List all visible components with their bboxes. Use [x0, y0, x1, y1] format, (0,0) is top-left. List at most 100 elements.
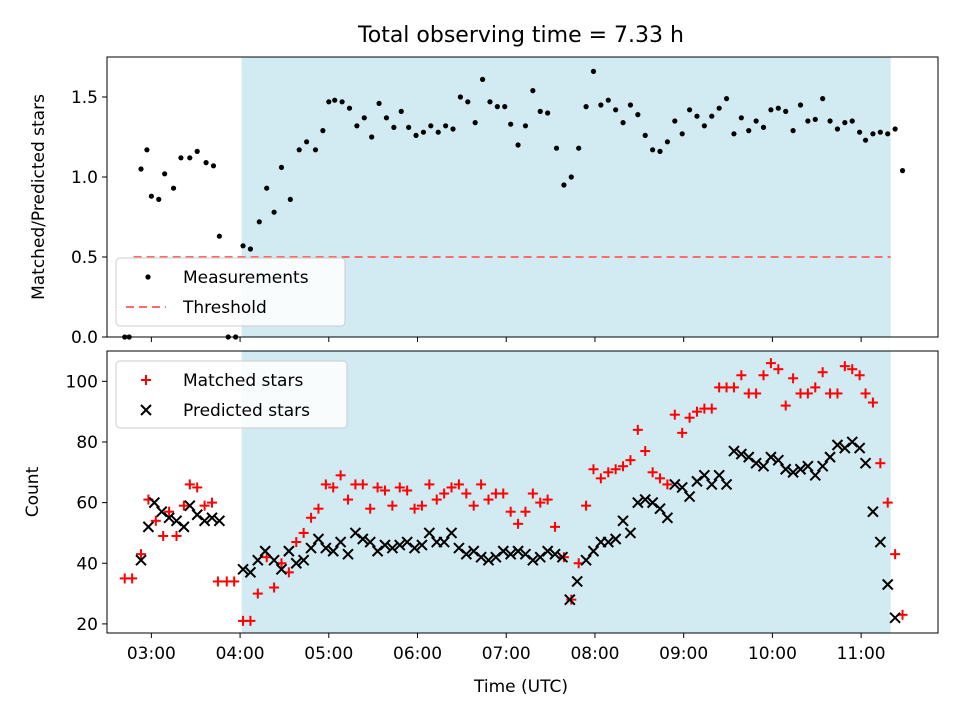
top-y-axis-label: Matched/Predicted stars	[29, 94, 49, 300]
matched-star-point	[291, 537, 302, 548]
matched-star-point	[498, 488, 509, 499]
measurement-point	[240, 243, 246, 249]
measurement-point	[768, 107, 774, 113]
matched-star-point	[542, 494, 553, 505]
legend-box	[115, 360, 348, 429]
matched-star-point	[379, 485, 390, 496]
matched-star-point	[453, 479, 464, 490]
predicted-x-b	[735, 448, 748, 460]
matched-star-point	[212, 576, 223, 587]
predicted-star-point	[669, 478, 681, 491]
matched-star-point	[178, 500, 189, 511]
measurement-point	[805, 118, 811, 124]
predicted-x-b	[564, 593, 576, 606]
matched-star-point	[625, 455, 636, 466]
bottom-marks	[119, 358, 908, 626]
matched-star-point	[810, 382, 821, 393]
matched-star-point	[365, 503, 376, 514]
top-y-tick-label: 0.0	[71, 328, 98, 348]
matched-star-point	[269, 582, 280, 593]
legend-matched-label: Matched stars	[183, 371, 303, 391]
predicted-star-point	[735, 448, 748, 460]
predicted-x-b	[750, 457, 762, 469]
measurement-point	[620, 120, 626, 126]
predicted-star-point	[802, 460, 814, 472]
bottom-y-tick-label: 20	[76, 615, 98, 635]
matched-star-point	[320, 479, 331, 490]
predicted-star-point	[757, 460, 770, 472]
predicted-star-point	[639, 493, 651, 506]
matched-star-point	[595, 473, 606, 484]
predicted-x-b	[831, 439, 844, 451]
measurement-point	[545, 110, 551, 116]
x-tick-label: 07:00	[482, 644, 531, 664]
measurement-point	[723, 96, 730, 102]
matched-star-point	[867, 397, 878, 408]
matched-star-point	[736, 370, 747, 381]
predicted-x-b	[632, 496, 644, 509]
predicted-star-point	[527, 554, 539, 566]
bottom-axes: 03:00 04:00 05:00 06:00 07:00 08:00 09:00 10:00…	[66, 372, 886, 664]
matched-star-point	[655, 473, 666, 484]
predicted-x-b	[846, 436, 858, 448]
measurement-point	[701, 123, 707, 129]
predicted-x-b	[475, 551, 487, 563]
predicted-star-point	[617, 515, 629, 527]
predicted-star-point	[357, 533, 369, 545]
predicted-star-point	[327, 545, 339, 557]
predicted-x-b	[713, 469, 725, 482]
matched-star-point	[335, 470, 346, 481]
matched-star-point	[765, 358, 776, 369]
predicted-x-b	[191, 509, 203, 521]
matched-star-point	[328, 482, 339, 493]
measurement-point	[487, 99, 493, 105]
predicted-x-b	[639, 493, 651, 506]
predicted-x-b	[706, 478, 718, 491]
measurement-point	[583, 104, 589, 110]
x-axis-label: Time (UTC)	[473, 677, 568, 697]
predicted-x-b	[268, 554, 280, 566]
predicted-star-point	[237, 563, 249, 576]
matched-star-point	[171, 530, 182, 541]
predicted-x-b	[580, 554, 592, 566]
predicted-star-point	[342, 548, 354, 560]
measurement-point	[346, 105, 353, 111]
predicted-star-point	[320, 542, 332, 554]
measurement-point	[568, 174, 574, 180]
measurement-point	[842, 120, 848, 126]
measurement-point	[278, 164, 285, 170]
predicted-x-b	[244, 566, 257, 579]
matched-star-point	[184, 479, 195, 490]
predicted-star-point	[549, 548, 561, 560]
measurement-point	[144, 147, 150, 153]
matched-star-point	[357, 479, 368, 490]
predicted-star-point	[283, 545, 295, 557]
matched-star-point	[446, 482, 457, 493]
x-tick-label: 03:00	[127, 644, 176, 664]
predicted-x-b	[342, 548, 354, 560]
matched-star-point	[298, 527, 309, 538]
predicted-x-b	[669, 478, 681, 491]
matched-star-point	[751, 388, 762, 399]
predicted-x-b	[275, 563, 288, 576]
matched-star-point	[832, 388, 843, 399]
predicted-x-b	[602, 536, 614, 548]
predicted-x-b	[624, 527, 637, 539]
predicted-star-point	[244, 566, 257, 579]
predicted-x-b	[757, 460, 770, 472]
measurement-point	[857, 129, 863, 135]
measurement-point	[827, 118, 833, 124]
predicted-star-point	[163, 512, 175, 524]
bottom-shaded-interval	[241, 351, 891, 633]
predicted-x-b	[327, 545, 339, 557]
matched-star-point	[409, 503, 420, 514]
predicted-star-point	[386, 542, 399, 554]
predicted-x-b	[676, 481, 688, 494]
legend-predicted-marker	[140, 404, 152, 416]
measurement-point	[435, 129, 441, 135]
matched-star-point	[640, 446, 651, 457]
top-shaded-interval	[241, 57, 891, 337]
predicted-star-point	[587, 545, 600, 557]
predicted-star-point	[809, 469, 821, 482]
predicted-star-point	[853, 442, 866, 454]
